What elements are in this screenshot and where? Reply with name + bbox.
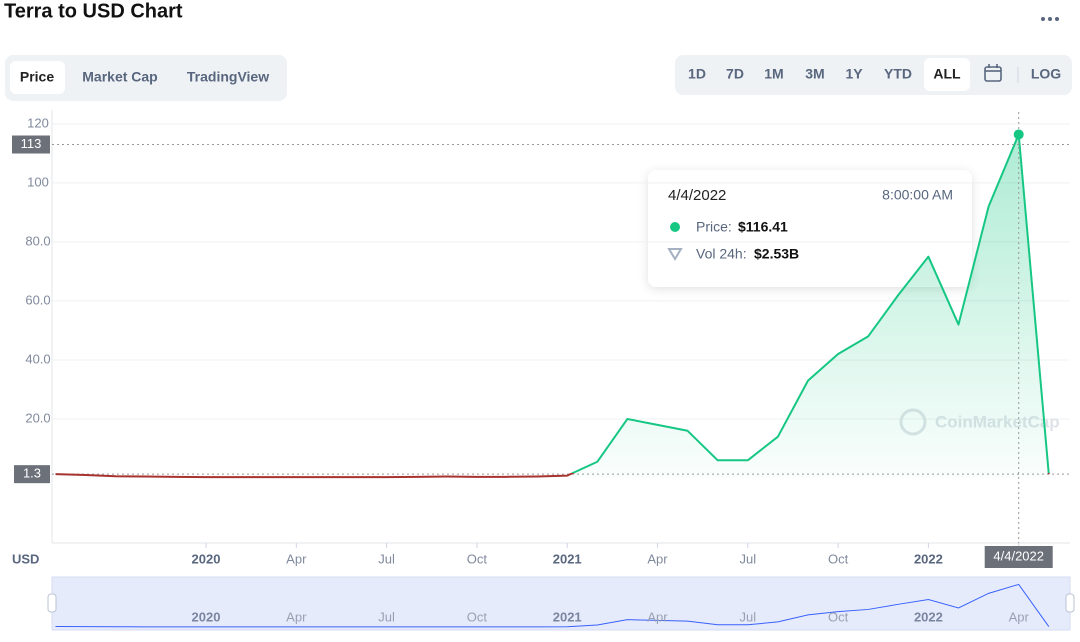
- navigator-tick-label: Apr: [1009, 609, 1030, 624]
- x-tick-label: 2022: [914, 551, 943, 566]
- navigator-tick-label: Oct: [467, 609, 488, 624]
- navigator-line: [55, 583, 1050, 628]
- y-tick-label: 20.0: [25, 410, 50, 425]
- tab-group: [5, 55, 287, 101]
- x-tick-label: Oct: [828, 551, 849, 566]
- range-button[interactable]: 1M: [764, 66, 783, 82]
- tooltip-price-label: Price:: [696, 219, 732, 235]
- tab-button[interactable]: TradingView: [187, 69, 269, 85]
- x-tick-label: Jul: [739, 551, 756, 566]
- navigator-tick-label: Apr: [286, 609, 307, 624]
- navigator-handle[interactable]: [1065, 593, 1075, 613]
- tooltip-date: 4/4/2022: [668, 187, 726, 204]
- tooltip-box: [648, 170, 972, 287]
- tooltip-price-dot: [670, 222, 680, 232]
- hover-label-box: [12, 135, 50, 154]
- range-button[interactable]: 1Y: [845, 66, 863, 82]
- navigator-tick-label: Jul: [378, 609, 395, 624]
- calendar-icon[interactable]: [984, 64, 1002, 82]
- x-tick-label: 2020: [192, 551, 221, 566]
- tooltip-vol-icon: [667, 248, 683, 261]
- y-tick-label: 120: [27, 115, 49, 130]
- tab-button[interactable]: Market Cap: [82, 69, 157, 85]
- x-tick-label: Apr: [286, 551, 307, 566]
- tooltip-price: $116.41: [738, 219, 788, 235]
- range-active: [924, 58, 970, 91]
- y-tick-label: 40.0: [25, 351, 50, 366]
- crosshair-label: 4/4/2022: [993, 548, 1044, 563]
- y-tick-label: 100: [27, 174, 49, 189]
- tooltip-vol: $2.53B: [754, 246, 799, 262]
- x-tick-label: Jul: [378, 551, 395, 566]
- navigator-tick-label: 2021: [553, 609, 582, 624]
- range-button[interactable]: 7D: [726, 66, 744, 82]
- range-button[interactable]: 1D: [688, 66, 706, 82]
- log-button[interactable]: LOG: [1031, 66, 1061, 82]
- price-line: [55, 133, 1050, 479]
- x-tick-label: Apr: [647, 551, 668, 566]
- price-area: [55, 134, 1049, 478]
- navigator-tick-label: Apr: [647, 609, 668, 624]
- x-tick-label: Oct: [467, 551, 488, 566]
- y-axis-label: USD: [12, 551, 39, 566]
- navigator-tick-label: 2020: [192, 609, 221, 624]
- chart-title: Terra to USD Chart: [4, 0, 183, 22]
- navigator-tick-label: 2022: [914, 609, 943, 624]
- navigator-tick-label: Jul: [739, 609, 756, 624]
- y-tick-label: 80.0: [25, 233, 50, 248]
- reference-label-box: [14, 465, 50, 484]
- navigator-handle[interactable]: [47, 593, 57, 613]
- more-menu[interactable]: [1041, 17, 1059, 21]
- range-button[interactable]: YTD: [884, 66, 912, 82]
- range-group: [675, 55, 1072, 95]
- crosshair-label-box: [984, 546, 1053, 568]
- range-button[interactable]: 3M: [805, 66, 824, 82]
- tab-button[interactable]: Price: [20, 69, 54, 85]
- hover-label: 113: [21, 136, 42, 151]
- tab-active: [10, 61, 65, 94]
- navigator-tick-label: Oct: [828, 609, 849, 624]
- range-button[interactable]: ALL: [933, 66, 961, 82]
- tooltip-time: 8:00:00 AM: [882, 187, 953, 203]
- y-tick-label: 60.0: [25, 292, 50, 307]
- x-tick-label: 2021: [553, 551, 582, 566]
- hover-point: [1013, 129, 1024, 140]
- tooltip-vol-label: Vol 24h:: [696, 246, 747, 262]
- reference-label: 1.3: [23, 466, 41, 481]
